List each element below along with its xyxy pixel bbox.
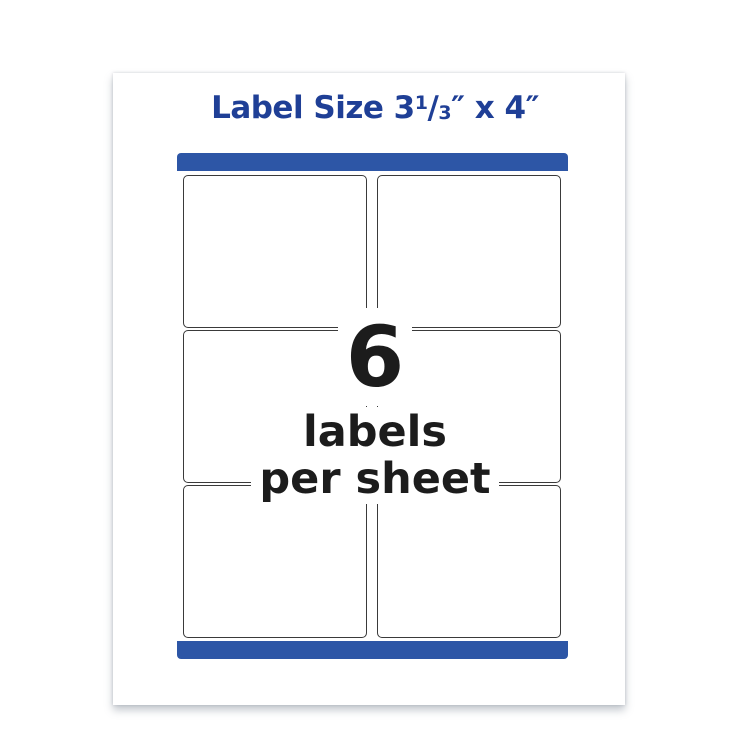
label-cell [377, 485, 561, 638]
title-prefix: Label Size 3 [211, 90, 415, 126]
top-blue-bar [177, 153, 568, 171]
fraction-numerator: 1 [414, 92, 428, 114]
caption-labels: labels [0, 407, 750, 457]
fraction-denominator: 3 [438, 102, 452, 124]
label-cell [183, 175, 367, 328]
label-size-title: Label Size 31/3″ x 4″ [0, 90, 750, 126]
title-suffix: ″ x 4″ [451, 90, 539, 126]
label-cell [183, 485, 367, 638]
label-count: 6 [0, 308, 750, 406]
label-cell [377, 175, 561, 328]
bottom-blue-bar [177, 641, 568, 659]
caption-per-sheet: per sheet [0, 454, 750, 504]
fraction-slash: / [427, 90, 439, 126]
